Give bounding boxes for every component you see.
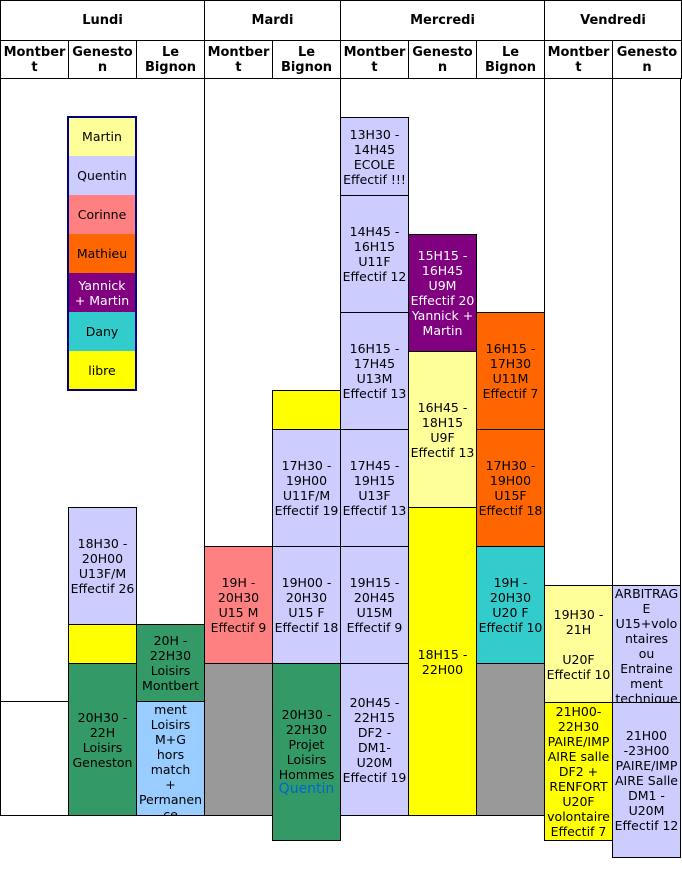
legend-item: Mathieu (68, 234, 136, 273)
grid-line (612, 78, 613, 585)
session-block: 19H15 - 20H45 U15M Effectif 9 (340, 546, 409, 664)
unavailable-slot (204, 663, 273, 816)
session-block: 16H45 - 18H15 U9F Effectif 13 (408, 351, 477, 508)
legend-item: Dany (68, 312, 136, 351)
venue-header: Genesto n (612, 40, 682, 79)
legend-item: libre (68, 351, 136, 390)
venue-header: Montber t (544, 40, 613, 79)
session-block: 20H45 - 22H15 DF2 - DM1- U20M Effectif 1… (340, 663, 409, 816)
session-block: ARBITRAG E U15+volo ntaires ou Entraine … (612, 585, 681, 703)
legend-item: Corinne (68, 195, 136, 234)
session-block: 17H30 - 19H00 U15F Effectif 18 (476, 429, 545, 547)
legend-item: Yannick + Martin (68, 273, 136, 312)
coach-name: Quentin (278, 781, 335, 797)
session-block: 18H30 - 20H00 U13F/M Effectif 26 (68, 507, 137, 625)
session-block: 20H30 - 22H Loisirs Geneston (68, 663, 137, 816)
session-block: ment Loisirs M+G hors match + Permanen c… (136, 701, 205, 816)
session-block: 20H30 - 22H30 Projet Loisirs Hommes Quen… (272, 663, 341, 841)
session-block: 16H15 - 17H45 U13M Effectif 13 (340, 312, 409, 430)
day-header-lundi: Lundi (0, 0, 205, 41)
legend-frame (67, 116, 137, 391)
legend-item: Martin (68, 117, 136, 156)
session-block: 21H00- 22H30 PAIRE/IMP AIRE salle DF2 + … (544, 702, 613, 841)
free-slot (272, 390, 341, 430)
session-block: 16H15 - 17H30 U11M Effectif 7 (476, 312, 545, 430)
session-block: 13H30 - 14H45 ECOLE Effectif !!! (340, 117, 409, 196)
session-block: 17H45 - 19H15 U13F Effectif 13 (340, 429, 409, 547)
unavailable-slot (476, 663, 545, 816)
day-header-mardi: Mardi (204, 0, 341, 41)
session-block: 21H00 -23H00 PAIRE/IMP AIRE Salle DM1 - … (612, 702, 681, 858)
session-block: 19H00 - 20H30 U15 F Effectif 18 (272, 546, 341, 664)
grid-line (204, 78, 205, 816)
grid-line (680, 78, 681, 585)
legend-item: Quentin (68, 156, 136, 195)
venue-header: Genesto n (408, 40, 477, 79)
venue-header: Montber t (340, 40, 409, 79)
session-label: 20H30 - 22H30 Projet Loisirs Hommes (278, 707, 335, 782)
venue-header: Montber t (0, 40, 69, 79)
session-block: 17H30 - 19H00 U11F/M Effectif 19 (272, 429, 341, 547)
session-block: 19H30 - 21H U20F Effectif 10 (544, 585, 613, 703)
day-header-vendredi: Vendredi (544, 0, 682, 41)
legend-item-label: Yannick + Martin (74, 277, 130, 308)
venue-header: Le Bignon (476, 40, 545, 79)
session-block: 20H - 22H30 Loisirs Montbert (136, 624, 205, 702)
grid-line (0, 701, 69, 702)
venue-header: Genesto n (68, 40, 137, 79)
session-block: 15H15 - 16H45 U9M Effectif 20 Yannick + … (408, 234, 477, 352)
free-slot (68, 624, 137, 664)
session-block: 14H45 - 16H15 U11F Effectif 12 (340, 195, 409, 313)
session-block: 19H - 20H30 U20 F Effectif 10 (476, 546, 545, 664)
day-header-mercredi: Mercredi (340, 0, 545, 41)
venue-header: Le Bignon (272, 40, 341, 79)
venue-header: Montber t (204, 40, 273, 79)
session-block: 19H - 20H30 U15 M Effectif 9 (204, 546, 273, 664)
venue-header: Le Bignon (136, 40, 205, 79)
grid-line (0, 78, 1, 816)
session-block: 18H15 - 22H00 (408, 507, 477, 816)
